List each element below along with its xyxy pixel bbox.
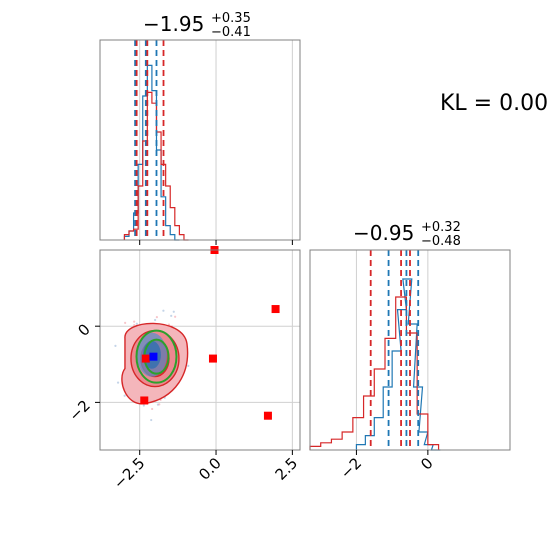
panel-top-left: −1.95 +0.35 −0.41 xyxy=(99,11,301,245)
sample-point xyxy=(162,309,165,312)
histogram-step xyxy=(123,64,180,241)
top-left-ticks xyxy=(139,240,293,245)
sample-point xyxy=(151,407,154,411)
sample-point xyxy=(154,318,157,322)
histogram-step xyxy=(309,296,440,450)
x-tick-label: 0.0 xyxy=(195,454,225,484)
kl-annotation: KL = 0.00 xyxy=(440,91,548,116)
bottom-right-title-value: −0.95 xyxy=(353,221,414,245)
bottom-right-ticks: −2 0 xyxy=(337,450,437,482)
top-left-grid xyxy=(139,40,293,240)
sample-point xyxy=(116,381,120,384)
bottom-right-histograms xyxy=(309,278,441,451)
sample-point xyxy=(187,364,190,367)
red-square-marker xyxy=(263,411,272,420)
red-square-marker xyxy=(140,396,149,405)
red-square-marker xyxy=(208,354,217,363)
sample-point xyxy=(155,316,158,319)
sample-point xyxy=(133,320,136,323)
red-square-marker xyxy=(271,305,280,314)
x-tick-label: −2 xyxy=(337,454,365,482)
bottom-right-title-upper-error: +0.32 xyxy=(421,220,461,235)
sample-point xyxy=(170,314,173,317)
top-left-title-upper-error: +0.35 xyxy=(211,11,251,26)
sample-point xyxy=(172,310,175,313)
x-tick-label: 2.5 xyxy=(272,454,302,484)
top-left-title-value: −1.95 xyxy=(143,12,204,36)
bottom-right-quantile-lines xyxy=(369,250,420,450)
joint-axes-frame xyxy=(99,249,301,451)
x-tick-label: −2.5 xyxy=(110,454,148,492)
sample-point xyxy=(124,321,127,324)
x-tick-label: 0 xyxy=(417,454,436,473)
top-left-title-lower-error: −0.41 xyxy=(211,25,251,40)
sample-point xyxy=(135,322,138,325)
sample-point xyxy=(150,418,153,422)
panel-bottom-right: −2 0 −0.95 +0.32 −0.48 xyxy=(309,220,511,482)
joint-contours xyxy=(121,322,189,405)
sample-point xyxy=(174,315,177,318)
panel-bottom-left: −2.5 0.0 2.5 0 −2 xyxy=(65,246,301,493)
bottom-right-title-lower-error: −0.48 xyxy=(421,234,461,249)
red-square-marker xyxy=(141,354,150,363)
sample-point xyxy=(114,344,117,347)
y-tick-label: 0 xyxy=(74,320,93,339)
top-left-quantile-lines xyxy=(134,40,165,240)
y-tick-label: −2 xyxy=(65,396,93,424)
top-left-axes-frame xyxy=(99,39,301,241)
bottom-right-axes-frame xyxy=(309,249,511,451)
sample-point xyxy=(142,404,145,407)
sample-point xyxy=(158,403,161,406)
green-contour-outer xyxy=(135,329,178,384)
sample-point xyxy=(123,394,126,397)
blue-square-marker xyxy=(149,352,158,361)
